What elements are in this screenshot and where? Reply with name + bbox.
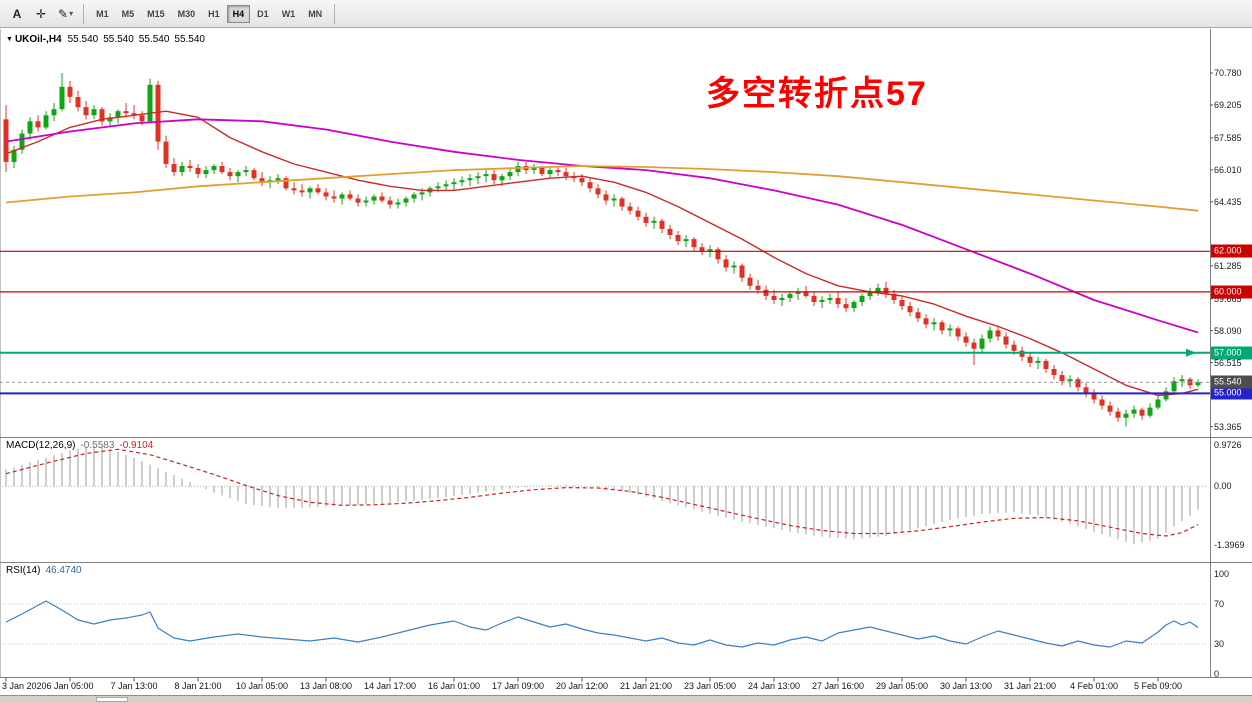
- macd-axis-label: 0.9726: [1214, 440, 1242, 451]
- timeframe-m5-button[interactable]: M5: [116, 5, 141, 23]
- timeframe-m1-button[interactable]: M1: [90, 5, 115, 23]
- price-axis-label: 53.365: [1214, 421, 1242, 432]
- timeframe-h1-button[interactable]: H1: [202, 5, 226, 23]
- toolbar-separator: [83, 3, 85, 24]
- level-badge-55.000: 55.000: [1211, 386, 1252, 400]
- time-axis-label: 31 Jan 21:00: [1003, 681, 1057, 691]
- timeframe-mn-button[interactable]: MN: [302, 5, 328, 23]
- ma-fast-line: [5, 110, 1199, 397]
- time-axis-label: 17 Jan 09:00: [491, 681, 545, 691]
- rsi-axis-label: 30: [1214, 639, 1225, 649]
- price-axis-label: 69.205: [1214, 100, 1242, 110]
- time-axis-label: 8 Jan 21:00: [174, 681, 222, 691]
- text-label-tool-button[interactable]: A: [6, 4, 28, 24]
- time-axis-label: 7 Jan 13:00: [110, 681, 158, 691]
- line-studies-dropdown-button[interactable]: ✎ ▾: [54, 4, 77, 24]
- time-axis-label: 5 Feb 09:00: [1133, 681, 1183, 691]
- ohlc-close-value: 55.540: [174, 34, 205, 45]
- ma-slow-line: [5, 165, 1199, 212]
- chart-header: ▼ UKOil-,H4 55.540 55.540 55.540 55.540: [6, 34, 210, 45]
- price-axis-label: 59.665: [1214, 293, 1242, 304]
- rsi-value: 46.4740: [45, 565, 82, 576]
- chevron-down-icon: ▾: [69, 9, 74, 18]
- time-axis-label: 30 Jan 13:00: [939, 681, 993, 691]
- drawing-tools-group: A ✛ ✎ ▾: [6, 4, 77, 24]
- timeframe-m30-button[interactable]: M30: [172, 5, 202, 23]
- rsi-axis-label: 70: [1214, 599, 1225, 609]
- price-chart-pane[interactable]: [0, 30, 1210, 437]
- collapse-arrow-icon[interactable]: ▼: [6, 36, 13, 43]
- rsi-indicator-pane[interactable]: [0, 563, 1210, 677]
- price-axis-label: 64.435: [1214, 196, 1242, 207]
- time-axis-label: 27 Jan 16:00: [811, 681, 865, 691]
- time-axis-label: 23 Jan 05:00: [683, 681, 737, 691]
- time-axis-label: 16 Jan 01:00: [427, 681, 481, 691]
- time-axis-label: 14 Jan 17:00: [363, 681, 417, 691]
- time-axis-label: 10 Jan 05:00: [235, 681, 289, 691]
- time-axis-label: 3 Jan 2020: [2, 681, 47, 691]
- timeframe-m15-button[interactable]: M15: [141, 5, 171, 23]
- time-axis-label: 4 Feb 01:00: [1069, 681, 1119, 691]
- rsi-name-label: RSI(14): [6, 565, 41, 576]
- timeframe-group: M1 M5 M15 M30 H1 H4 D1 W1 MN: [90, 4, 328, 23]
- time-axis-label: 13 Jan 08:00: [299, 681, 353, 691]
- ohlc-open-value: 55.540: [67, 34, 99, 45]
- price-axis-label: 67.585: [1214, 132, 1242, 143]
- macd-indicator-pane[interactable]: [0, 438, 1210, 562]
- time-axis-label: 29 Jan 05:00: [875, 681, 929, 691]
- ohlc-low-value: 55.540: [138, 34, 170, 45]
- ma-medium-line: [5, 118, 1199, 334]
- time-axis-label: 21 Jan 21:00: [619, 681, 673, 691]
- rsi-axis-label: 0: [1214, 669, 1220, 679]
- macd-signal-line: [5, 448, 1199, 537]
- chart-toolbar: A ✛ ✎ ▾ M1 M5 M15 M30 H1 H4 D1 W1 MN: [0, 0, 1252, 28]
- time-axis-label: 6 Jan 05:00: [46, 681, 94, 691]
- macd-axis-label: 0.00: [1214, 481, 1232, 492]
- time-axis-label: 24 Jan 13:00: [747, 681, 801, 691]
- crosshair-tool-button[interactable]: ✛: [30, 4, 52, 24]
- price-axis-label: 56.515: [1214, 357, 1242, 368]
- macd-signal-value: -0.9104: [119, 440, 154, 451]
- time-axis-label: 20 Jan 12:00: [555, 681, 609, 691]
- current-price-badge: 55.540: [1211, 375, 1252, 389]
- macd-label: MACD(12,26,9) -0.5583 -0.9104: [6, 440, 153, 451]
- rsi-axis-label: 100: [1214, 569, 1230, 579]
- toolbar-separator-2: [334, 3, 336, 24]
- timeframe-h4-button[interactable]: H4: [226, 4, 251, 23]
- price-axis-label: 66.010: [1214, 164, 1242, 175]
- level-badge-62.000: 62.000: [1211, 244, 1252, 258]
- rsi-label: RSI(14) 46.4740: [6, 565, 82, 576]
- macd-name-label: MACD(12,26,9): [6, 440, 76, 451]
- symbol-period-label: UKOil-,H4: [14, 34, 62, 45]
- price-axis-label: 70.780: [1214, 68, 1242, 79]
- rsi-line: [5, 600, 1199, 648]
- price-axis-label: 58.090: [1214, 325, 1242, 336]
- timeframe-d1-button[interactable]: D1: [251, 5, 275, 23]
- macd-axis-label: -1.3969: [1214, 540, 1245, 551]
- chart-annotation-text[interactable]: 多空转折点57: [706, 75, 928, 113]
- ohlc-high-value: 55.540: [103, 34, 134, 45]
- level-badge-57.000: 57.000: [1211, 346, 1252, 360]
- bottom-edge-fragment: [96, 697, 128, 702]
- level-badge-60.000: 60.000: [1211, 285, 1252, 299]
- macd-main-value: -0.5583: [80, 440, 115, 451]
- price-axis-label: 61.285: [1214, 260, 1242, 271]
- timeframe-w1-button[interactable]: W1: [276, 5, 302, 23]
